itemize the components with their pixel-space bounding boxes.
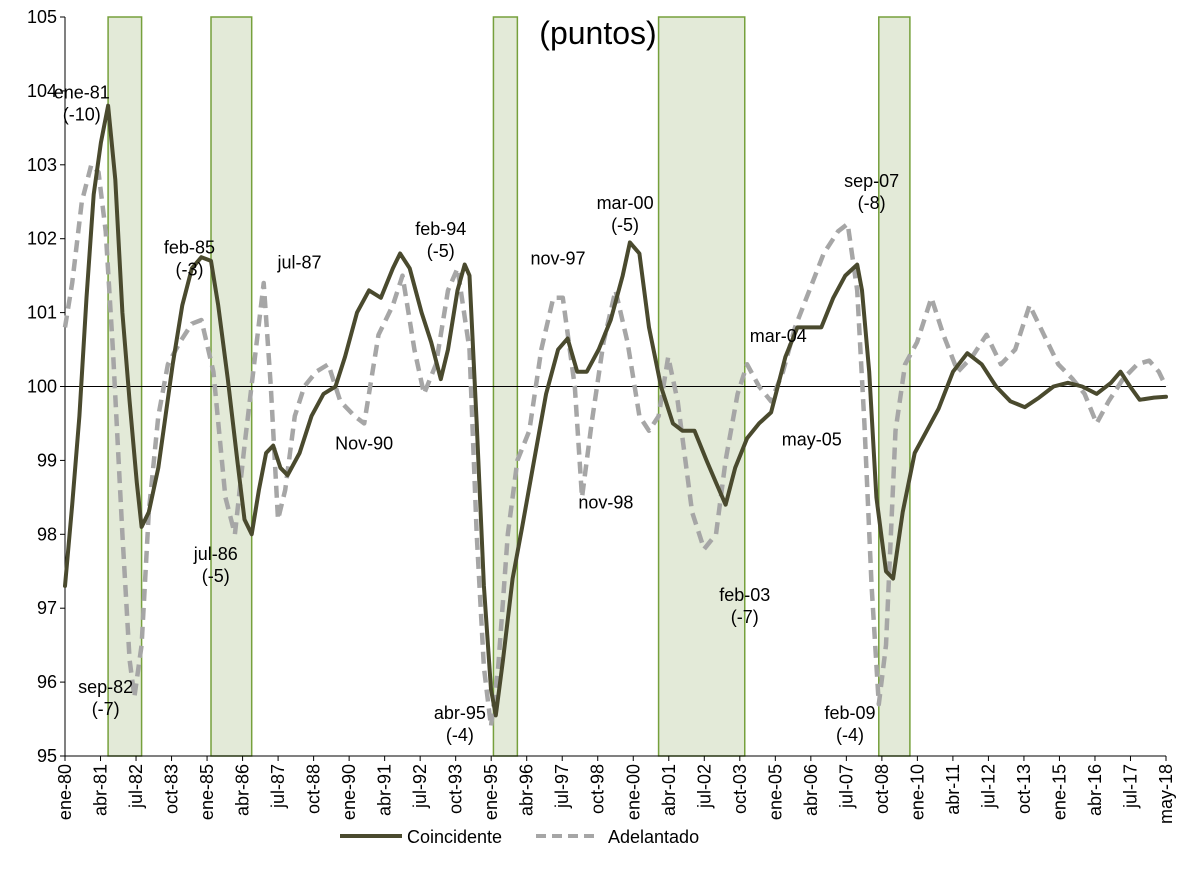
x-tick-label: abr-86 [233,764,253,816]
axes: 95 96 97 98 99 100 101 102 103 104 105 ene-80 abr-81… [27,7,1176,824]
annotation-label: nov-98 [578,492,633,512]
x-tick-label: oct-88 [304,764,324,814]
annotation-label: nov-97 [531,249,586,269]
x-tick-label: may-18 [1156,764,1176,824]
annotation-label: feb-85 [164,237,215,257]
x-tick-label: oct-93 [446,764,466,814]
annotation-label: may-05 [782,430,842,450]
y-tick-label: 99 [37,450,57,470]
x-tick-label: abr-11 [943,764,963,815]
x-tick-label: jul-12 [978,764,998,809]
x-tick-label: jul-82 [126,764,146,809]
annotations: ene-81(-10)sep-82(-7)feb-85(-3)jul-86(-5… [54,82,899,745]
x-tick-label: ene-90 [339,764,359,820]
legend-label-coincidente: Coincidente [407,827,502,847]
x-tick-label: abr-06 [801,764,821,816]
annotation-label: mar-00 [597,193,654,213]
y-tick-label: 102 [27,229,57,249]
y-tick-label: 104 [27,81,57,101]
annotation-label: abr-95 [434,703,486,723]
x-tick-label: jul-87 [268,764,288,809]
annotation-label: (-7) [92,699,120,719]
annotation-label: (-5) [611,215,639,235]
annotation-label: (-7) [731,607,759,627]
annotation-label: (-10) [63,104,101,124]
y-tick-label: 97 [37,598,57,618]
annotation-label: sep-07 [844,171,899,191]
x-tick-label: oct-03 [730,764,750,814]
y-tick-label: 98 [37,524,57,544]
annotation-label: (-5) [427,241,455,261]
chart-title: (puntos) [539,15,656,51]
x-tick-label: ene-10 [907,764,927,820]
y-tick-label: 105 [27,7,57,27]
legend: Coincidente Adelantado [340,827,699,847]
x-tick-label: ene-95 [481,764,501,820]
annotation-label: (-3) [175,259,203,279]
y-tick-label: 95 [37,746,57,766]
x-tick-label: ene-15 [1049,764,1069,820]
x-tick-label: oct-83 [162,764,182,814]
x-tick-label: jul-97 [552,764,572,809]
x-tick-label: ene-00 [623,764,643,820]
annotation-label: jul-86 [193,544,238,564]
annotation-label: feb-09 [825,703,876,723]
x-tick-label: ene-85 [197,764,217,820]
series-lines [62,103,1169,729]
x-tick-label: jul-02 [694,764,714,809]
x-tick-label: ene-80 [55,764,75,820]
y-tick-label: 96 [37,672,57,692]
annotation-label: feb-94 [415,219,466,239]
x-tick-label: oct-98 [588,764,608,814]
y-tick-label: 103 [27,155,57,175]
annotation-label: jul-87 [277,252,322,272]
y-tick-label: 100 [27,377,57,397]
annotation-label: (-8) [858,193,886,213]
annotation-label: (-4) [446,725,474,745]
x-tick-label: abr-96 [517,764,537,816]
annotation-label: (-4) [836,725,864,745]
x-tick-label: jul-07 [836,764,856,809]
annotation-label: ene-81 [54,82,110,102]
x-tick-label: abr-91 [375,764,395,816]
series-line-adelantado [62,162,1169,729]
annotation-label: Nov-90 [335,433,393,453]
x-tick-label: abr-81 [91,764,111,816]
series-line-coincidente [63,103,1168,718]
annotation-label: mar-04 [750,326,807,346]
x-tick-label: abr-16 [1085,764,1105,816]
x-tick-label: jul-92 [410,764,430,809]
annotation-label: feb-03 [719,585,770,605]
x-tick-label: oct-08 [872,764,892,814]
annotation-label: (-5) [202,566,230,586]
y-tick-label: 101 [27,303,57,323]
x-tick-label: oct-13 [1014,764,1034,814]
legend-label-adelantado: Adelantado [608,827,699,847]
annotation-label: sep-82 [78,677,133,697]
x-tick-label: abr-01 [659,764,679,816]
x-tick-label: ene-05 [765,764,785,820]
x-tick-label: jul-17 [1120,764,1140,809]
